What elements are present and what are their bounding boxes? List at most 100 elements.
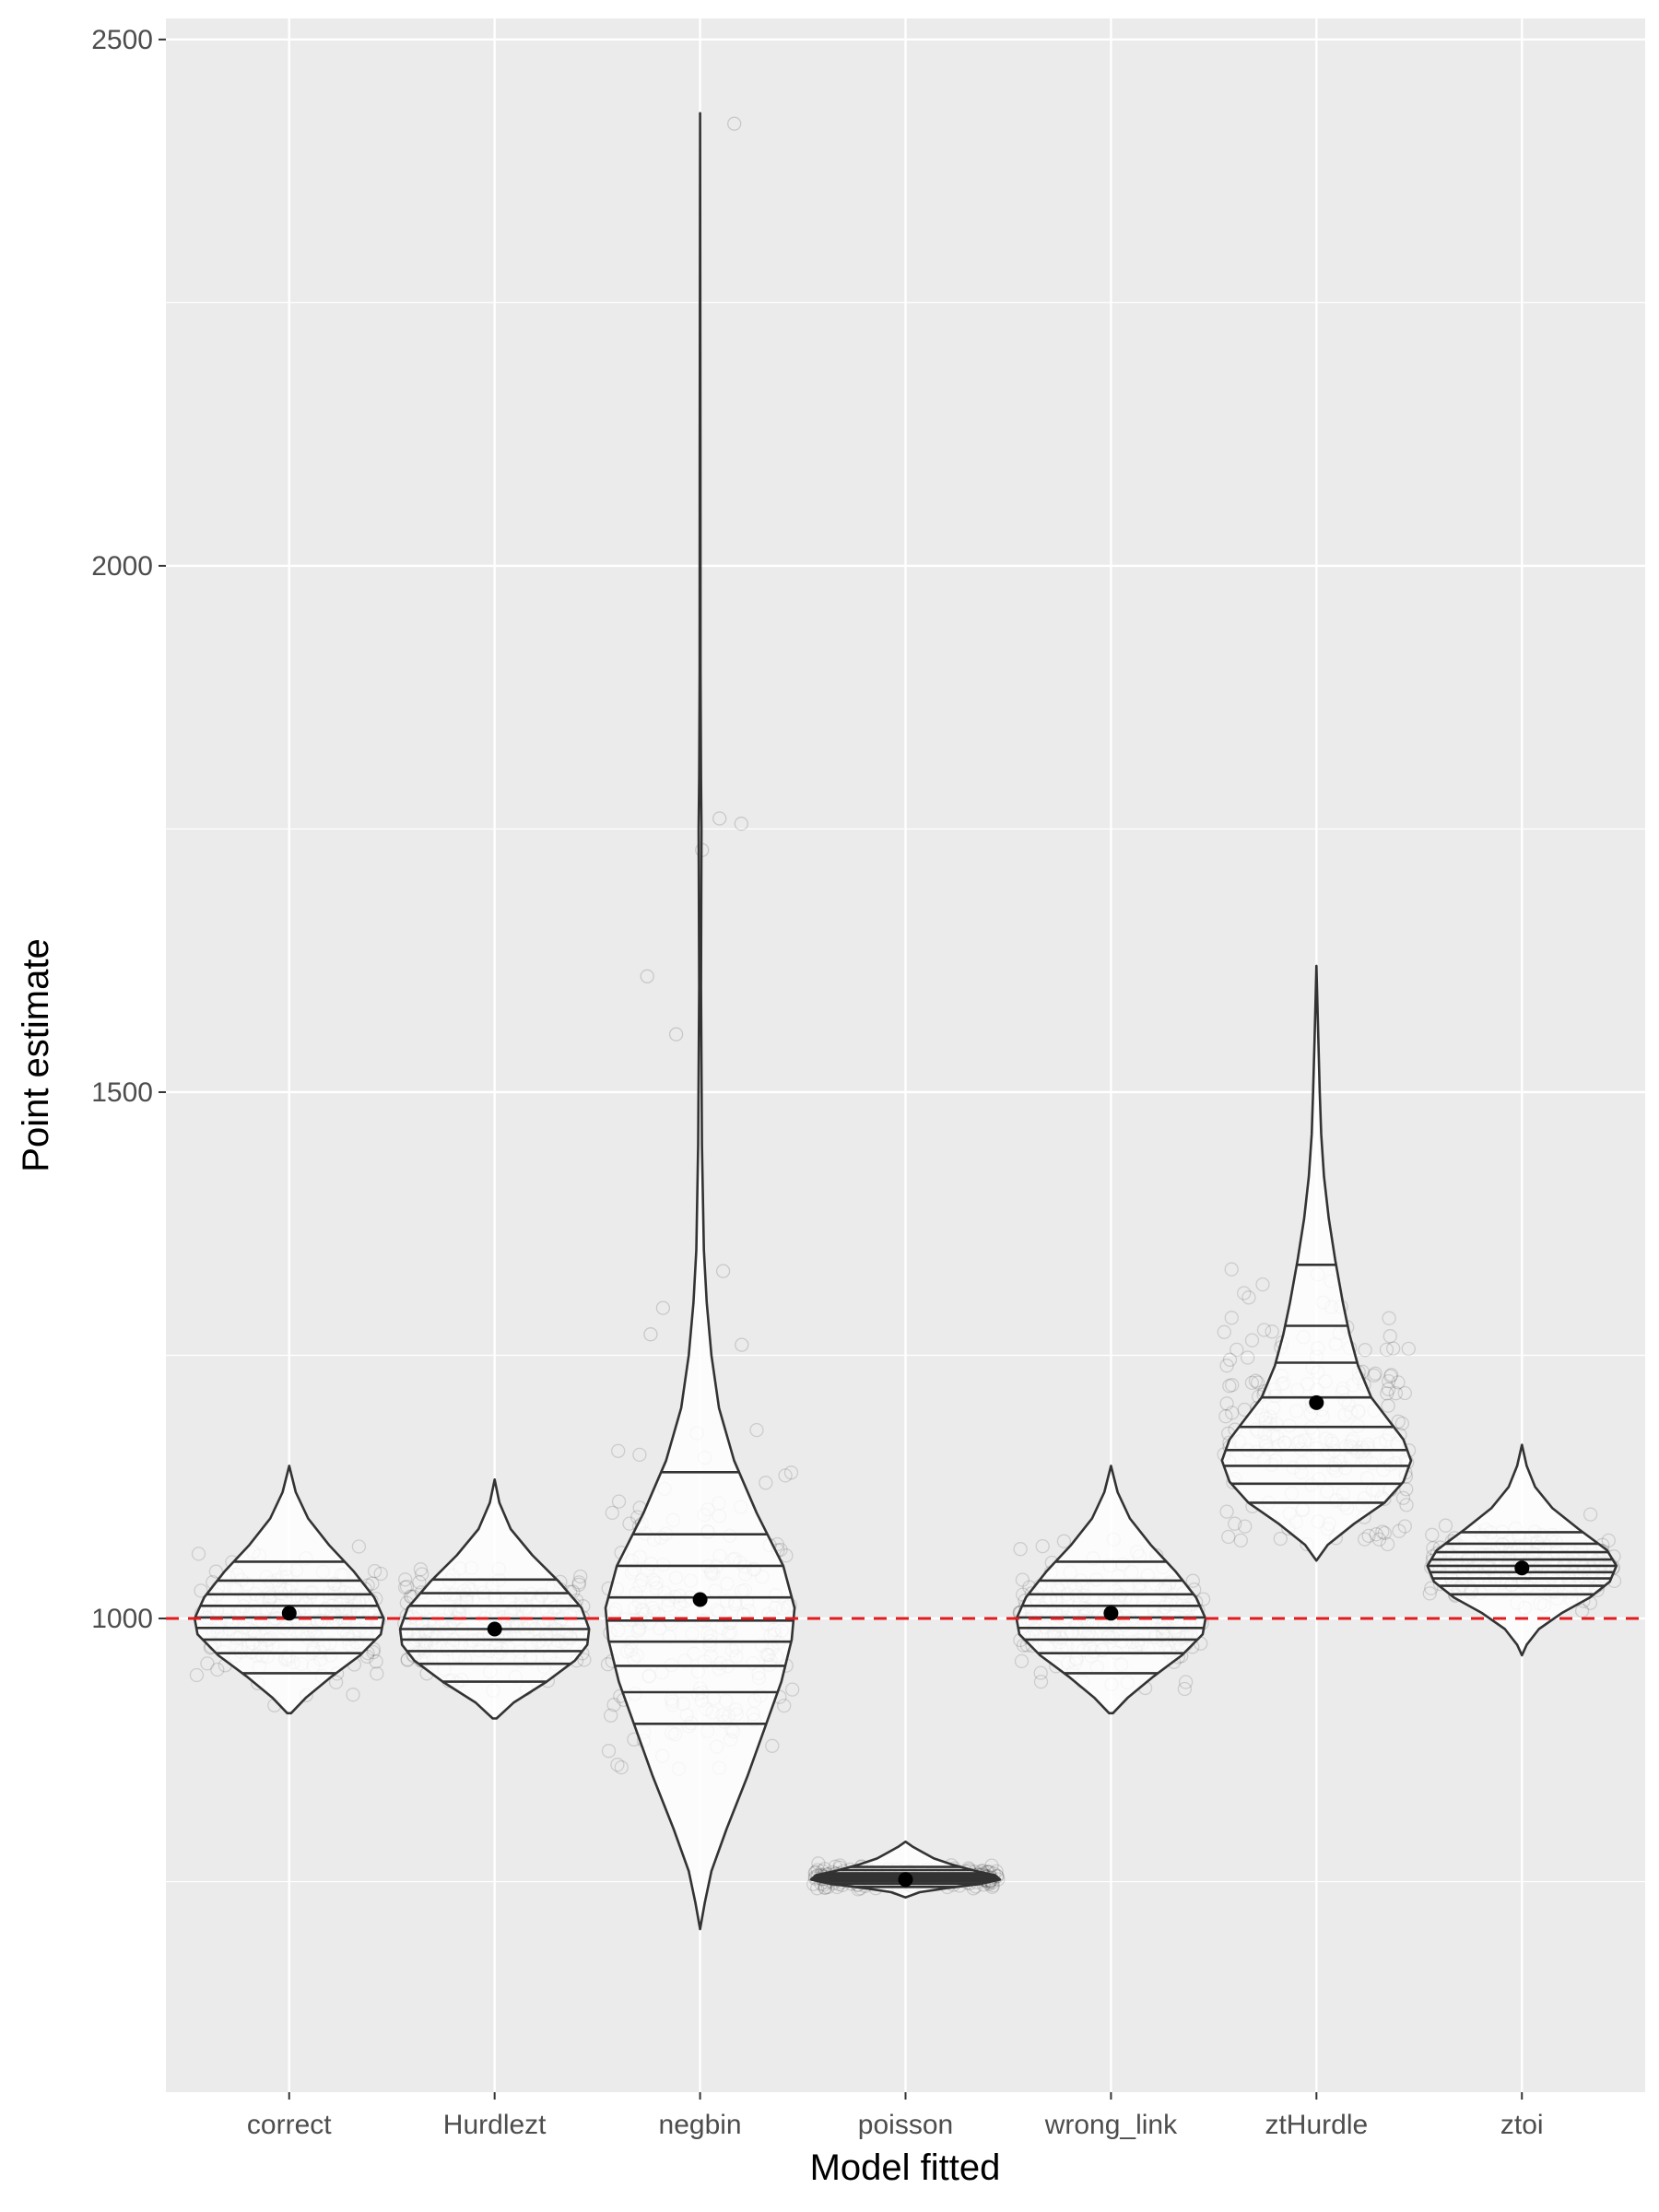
outlier-point — [735, 1337, 749, 1352]
jitter-point — [1392, 1524, 1406, 1538]
jitter-point — [1391, 1414, 1406, 1429]
jitter-point — [359, 1649, 374, 1665]
jitter-point — [1217, 1324, 1231, 1339]
x-tick-label: correct — [247, 2110, 332, 2140]
jitter-point — [1241, 1350, 1255, 1365]
y-tick-label: 1500 — [91, 1077, 153, 1108]
jitter-point — [1233, 1533, 1248, 1548]
jitter-point — [1382, 1329, 1397, 1344]
x-tick-label: poisson — [858, 2110, 953, 2140]
jitter-point — [571, 1575, 586, 1590]
jitter-point — [1244, 1375, 1260, 1391]
x-tick-label: ztoi — [1500, 2110, 1544, 2140]
jitter-point — [194, 1583, 208, 1598]
jitter-point — [1218, 1409, 1233, 1424]
jitter-point — [604, 1708, 618, 1723]
jitter-point — [1237, 1286, 1252, 1300]
outlier-point — [640, 969, 654, 983]
jitter-point — [1358, 1532, 1372, 1547]
jitter-point — [1424, 1581, 1439, 1595]
jitter-point — [779, 1548, 794, 1563]
jitter-point — [577, 1653, 592, 1667]
jitter-point — [601, 1744, 617, 1759]
jitter-point — [369, 1654, 383, 1669]
x-tick-label: negbin — [659, 2110, 742, 2140]
jitter-point — [1228, 1516, 1242, 1531]
y-axis-title: Point estimate — [16, 938, 56, 1171]
jitter-point — [1601, 1533, 1616, 1548]
jitter-point — [1381, 1398, 1395, 1413]
jitter-point — [778, 1468, 793, 1483]
jitter-point — [777, 1698, 792, 1713]
jitter-point — [1224, 1311, 1239, 1325]
jitter-point — [1382, 1311, 1396, 1325]
mean-points — [281, 1394, 1530, 1888]
jitter-point — [785, 1682, 800, 1697]
outlier-point — [643, 1327, 658, 1342]
jitter-point — [632, 1447, 647, 1463]
jitter-point — [783, 1465, 799, 1480]
jitter-point — [1391, 1375, 1406, 1390]
y-tick-label: 2000 — [91, 551, 153, 582]
jitter-point — [1244, 1333, 1260, 1347]
mean-point-correct — [281, 1606, 297, 1621]
jitter-point — [1255, 1277, 1270, 1292]
jitter-point — [413, 1562, 429, 1577]
mean-point-poisson — [898, 1872, 913, 1888]
jitter-point — [571, 1577, 586, 1592]
outlier-point — [727, 116, 742, 131]
jitter-point — [1399, 1498, 1414, 1512]
jitter-point — [208, 1564, 224, 1579]
jitter-point — [1383, 1368, 1399, 1382]
jitter-point — [1397, 1519, 1412, 1534]
jitter-point — [1015, 1572, 1030, 1587]
jitter-point — [1358, 1343, 1372, 1358]
jitter-point — [1248, 1373, 1264, 1388]
jitter-point — [749, 1422, 764, 1438]
jitter-point — [1177, 1681, 1193, 1697]
jitter-point — [366, 1644, 381, 1660]
jitter-point — [1225, 1378, 1240, 1393]
y-tick-label: 1000 — [91, 1604, 153, 1634]
jitter-point — [611, 1494, 627, 1509]
jitter-point — [1361, 1528, 1376, 1544]
jitter-point — [1371, 1532, 1387, 1547]
jitter-point — [1185, 1573, 1200, 1588]
jitter-point — [399, 1579, 415, 1594]
jitter-point — [1273, 1531, 1288, 1547]
outlier-point — [655, 1300, 671, 1315]
mean-point-ztoi — [1514, 1560, 1530, 1576]
jitter-point — [1241, 1290, 1256, 1305]
jitter-point — [200, 1656, 215, 1671]
jitter-point — [328, 1675, 344, 1689]
jitter-point — [1230, 1342, 1244, 1358]
jitter-point — [1369, 1527, 1383, 1542]
jitter-point — [1265, 1324, 1279, 1339]
jitter-point — [1219, 1504, 1234, 1519]
jitter-point — [1033, 1665, 1048, 1680]
outlier-point — [712, 811, 727, 826]
jitter-point — [1381, 1373, 1396, 1389]
jitter-point — [367, 1563, 382, 1579]
outlier-point — [715, 1264, 731, 1278]
jitter-point — [811, 1856, 826, 1871]
jitter-point — [1397, 1385, 1412, 1401]
jitter-point — [1014, 1653, 1030, 1669]
jitter-point — [622, 1516, 637, 1531]
jitter-point — [351, 1539, 367, 1554]
jitter-point — [1250, 1375, 1265, 1390]
jitter-point — [573, 1569, 588, 1584]
jitter-point — [1367, 1368, 1382, 1382]
x-tick-label: Hurdlezt — [443, 2110, 547, 2140]
jitter-point — [1438, 1518, 1453, 1533]
jitter-point — [1388, 1386, 1404, 1401]
jitter-point — [1386, 1341, 1401, 1356]
x-axis-title: Model fitted — [810, 2147, 1001, 2188]
mean-point-negbin — [692, 1592, 708, 1607]
jitter-point — [1221, 1529, 1236, 1545]
jitter-point — [1013, 1542, 1028, 1557]
violin-ztoi — [1426, 1443, 1618, 1657]
mean-point-Hurdlezt — [487, 1621, 502, 1637]
jitter-point — [1401, 1341, 1416, 1357]
